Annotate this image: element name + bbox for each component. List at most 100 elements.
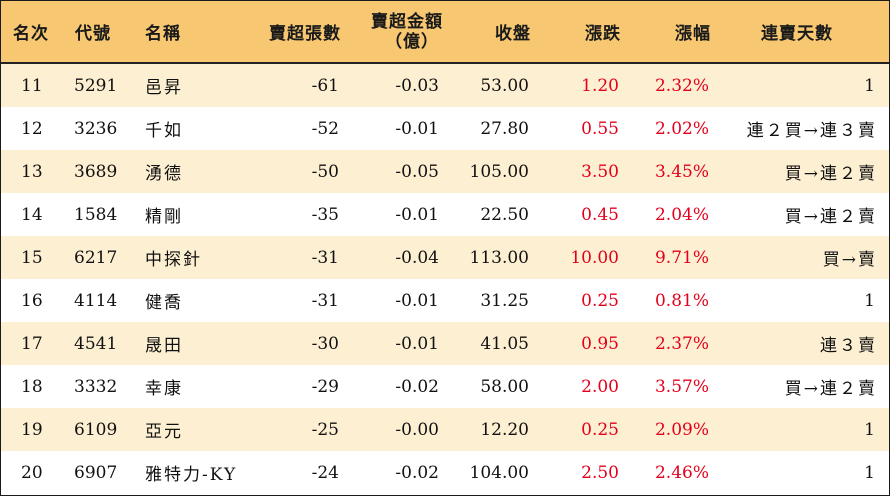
cell-name: 健喬 <box>145 293 183 313</box>
table-row: 18 3332 幸康 -29 -0.02 58.00 2.00 3.57% 買→連２賣 <box>1 365 889 408</box>
cell-name: 精剛 <box>145 207 183 227</box>
cell-net-sell-amount: -0.01 <box>395 118 439 139</box>
table-row: 14 1584 精剛 -35 -0.01 22.50 0.45 2.04% 買→連２賣 <box>1 193 889 236</box>
cell-net-sell-shares: -25 <box>311 419 339 440</box>
cell-net-sell-shares: -24 <box>311 462 339 483</box>
cell-rank: 16 <box>21 290 43 311</box>
cell-rank: 13 <box>21 161 43 182</box>
cell-rank: 20 <box>21 462 43 483</box>
cell-close: 53.00 <box>480 75 529 96</box>
cell-net-sell-shares: -52 <box>311 118 339 139</box>
cell-change-pct: 3.57% <box>654 376 709 397</box>
cell-name: 湧德 <box>145 164 183 184</box>
cell-close: 27.80 <box>480 118 529 139</box>
header-close: 收盤 <box>495 24 531 44</box>
cell-net-sell-amount: -0.03 <box>395 75 439 96</box>
cell-name: 幸康 <box>145 379 183 399</box>
cell-net-sell-shares: -61 <box>311 75 339 96</box>
cell-net-sell-amount: -0.01 <box>395 204 439 225</box>
table-row: 20 6907 雅特力-KY -24 -0.02 104.00 2.50 2.46% 1 <box>1 451 889 494</box>
cell-rank: 14 <box>21 204 43 225</box>
table-row: 11 5291 邑昇 -61 -0.03 53.00 1.20 2.32% 1 <box>1 64 889 107</box>
table-header: 名次 代號 名稱 賣超張數 賣超金額 （億） 收盤 漲跌 漲幅 連賣天數 <box>1 1 889 64</box>
cell-code: 3332 <box>74 376 118 397</box>
cell-code: 6907 <box>74 462 118 483</box>
table-row: 12 3236 千如 -52 -0.01 27.80 0.55 2.02% 連２買→連３賣 <box>1 107 889 150</box>
cell-consecutive-days: 買→連２賣 <box>784 207 877 227</box>
cell-net-sell-shares: -35 <box>311 204 339 225</box>
cell-code: 6109 <box>74 419 118 440</box>
cell-change-pct: 2.02% <box>654 118 709 139</box>
table-row: 15 6217 中探針 -31 -0.04 113.00 10.00 9.71% 買→賣 <box>1 236 889 279</box>
cell-change-pct: 2.37% <box>654 333 709 354</box>
cell-consecutive-days: 買→連２賣 <box>784 164 877 184</box>
cell-close: 113.00 <box>469 247 529 268</box>
header-net-sell-shares: 賣超張數 <box>269 24 341 44</box>
cell-change-pct: 3.45% <box>654 161 709 182</box>
header-change-pct: 漲幅 <box>675 24 711 44</box>
cell-close: 31.25 <box>480 290 529 311</box>
cell-change-pct: 2.04% <box>654 204 709 225</box>
cell-code: 3236 <box>74 118 118 139</box>
cell-name: 晟田 <box>145 336 183 356</box>
cell-rank: 17 <box>21 333 43 354</box>
cell-change: 2.00 <box>581 376 619 397</box>
cell-code: 1584 <box>74 204 118 225</box>
cell-change: 0.95 <box>581 333 619 354</box>
table-row: 13 3689 湧德 -50 -0.05 105.00 3.50 3.45% 買→連２賣 <box>1 150 889 193</box>
cell-name: 雅特力-KY <box>145 465 238 485</box>
cell-name: 中探針 <box>145 250 202 270</box>
cell-consecutive-days: 1 <box>864 75 877 96</box>
cell-net-sell-amount: -0.02 <box>395 376 439 397</box>
cell-close: 41.05 <box>480 333 529 354</box>
cell-change-pct: 2.46% <box>654 462 709 483</box>
cell-change-pct: 0.81% <box>654 290 709 311</box>
cell-code: 4541 <box>74 333 118 354</box>
cell-close: 58.00 <box>480 376 529 397</box>
table-row: 17 4541 晟田 -30 -0.01 41.05 0.95 2.37% 連３賣 <box>1 322 889 365</box>
cell-consecutive-days: 1 <box>864 290 877 311</box>
cell-net-sell-amount: -0.01 <box>395 333 439 354</box>
cell-consecutive-days: 連３賣 <box>820 336 877 356</box>
cell-code: 3689 <box>74 161 118 182</box>
cell-change-pct: 2.32% <box>654 75 709 96</box>
cell-consecutive-days: 買→賣 <box>822 250 877 270</box>
cell-consecutive-days: 1 <box>864 462 877 483</box>
cell-rank: 19 <box>21 419 43 440</box>
table-row: 19 6109 亞元 -25 -0.00 12.20 0.25 2.09% 1 <box>1 408 889 451</box>
cell-consecutive-days: 1 <box>864 419 877 440</box>
cell-net-sell-amount: -0.01 <box>395 290 439 311</box>
cell-net-sell-shares: -31 <box>311 290 339 311</box>
header-rank: 名次 <box>13 24 49 44</box>
cell-consecutive-days: 連２買→連３賣 <box>746 121 877 141</box>
header-code: 代號 <box>75 24 111 44</box>
cell-net-sell-shares: -29 <box>311 376 339 397</box>
cell-change-pct: 2.09% <box>654 419 709 440</box>
cell-net-sell-shares: -50 <box>311 161 339 182</box>
cell-consecutive-days: 買→連２賣 <box>784 379 877 399</box>
header-net-sell-amount: 賣超金額 （億） <box>353 1 443 62</box>
cell-name: 千如 <box>145 121 183 141</box>
cell-change-pct: 9.71% <box>654 247 709 268</box>
cell-net-sell-shares: -30 <box>311 333 339 354</box>
cell-rank: 11 <box>21 75 43 96</box>
cell-rank: 18 <box>21 376 43 397</box>
cell-net-sell-amount: -0.04 <box>395 247 439 268</box>
cell-change: 0.25 <box>581 419 619 440</box>
header-change: 漲跌 <box>585 24 621 44</box>
cell-rank: 15 <box>21 247 43 268</box>
cell-code: 6217 <box>74 247 118 268</box>
header-consecutive-days: 連賣天數 <box>761 24 833 44</box>
header-name: 名稱 <box>145 24 181 44</box>
header-net-sell-amount-line1: 賣超金額 <box>371 11 443 32</box>
cell-code: 4114 <box>74 290 118 311</box>
cell-close: 104.00 <box>469 462 529 483</box>
cell-change: 1.20 <box>581 75 619 96</box>
cell-net-sell-amount: -0.00 <box>395 419 439 440</box>
cell-change: 0.55 <box>581 118 619 139</box>
cell-net-sell-amount: -0.02 <box>395 462 439 483</box>
cell-net-sell-amount: -0.05 <box>395 161 439 182</box>
cell-change: 2.50 <box>581 462 619 483</box>
cell-name: 邑昇 <box>145 78 183 98</box>
